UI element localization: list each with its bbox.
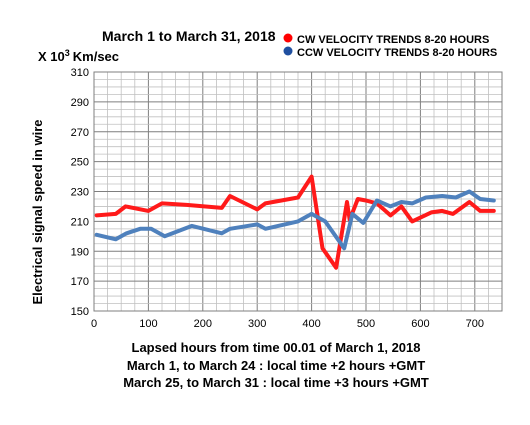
y-tick-label: 270 <box>71 127 89 139</box>
x-tick-label: 0 <box>91 318 97 330</box>
grid <box>93 71 503 312</box>
x-tick-label: 200 <box>194 318 212 330</box>
note-line-1: March 1, to March 24 : local time +2 hou… <box>127 358 425 373</box>
plot-border <box>93 71 503 312</box>
y-axis-label: Electrical signal speed in wire <box>30 120 45 305</box>
y-tick-label: 250 <box>71 157 89 169</box>
y-tick-label: 150 <box>71 306 89 318</box>
y-unit-label: X 103 Km/sec <box>38 48 119 64</box>
legend-label-ccw: CCW VELOCITY TRENDS 8-20 HOURS <box>297 47 497 59</box>
y-tick-label: 230 <box>71 187 89 199</box>
x-axis-label: Lapsed hours from time 00.01 of March 1,… <box>132 340 421 355</box>
x-tick-label: 100 <box>139 318 157 330</box>
series-line-ccw <box>94 189 496 251</box>
series-lines <box>94 174 496 270</box>
y-unit-exponent: 3 <box>65 48 70 58</box>
legend-label-cw: CW VELOCITY TRENDS 8-20 HOURS <box>297 34 489 46</box>
y-tick-label: 290 <box>71 97 89 109</box>
chart-title: March 1 to March 31, 2018 <box>102 28 276 44</box>
y-tick-label: 190 <box>71 246 89 258</box>
series-line-cw <box>94 174 496 270</box>
x-tick-label: 700 <box>466 318 484 330</box>
note-line-2: March 25, to March 31 : local time +3 ho… <box>123 375 429 390</box>
x-tick-label: 300 <box>248 318 266 330</box>
x-tick-label: 600 <box>411 318 429 330</box>
y-tick-label: 170 <box>71 276 89 288</box>
x-tick-label: 400 <box>302 318 320 330</box>
axes: 150 170 190 210 230 250 270 290 310 0 100 200 300 400… <box>71 67 503 330</box>
y-unit-suffix: Km/sec <box>73 49 119 64</box>
x-tick-label: 500 <box>357 318 375 330</box>
y-tick-label: 210 <box>71 216 89 228</box>
legend-marker-ccw <box>283 46 293 56</box>
legend: CW VELOCITY TRENDS 8-20 HOURS CCW VELOCI… <box>283 33 497 59</box>
y-tick-label: 310 <box>71 67 89 79</box>
y-unit-prefix: X 10 <box>38 49 65 64</box>
legend-marker-cw <box>283 33 293 43</box>
